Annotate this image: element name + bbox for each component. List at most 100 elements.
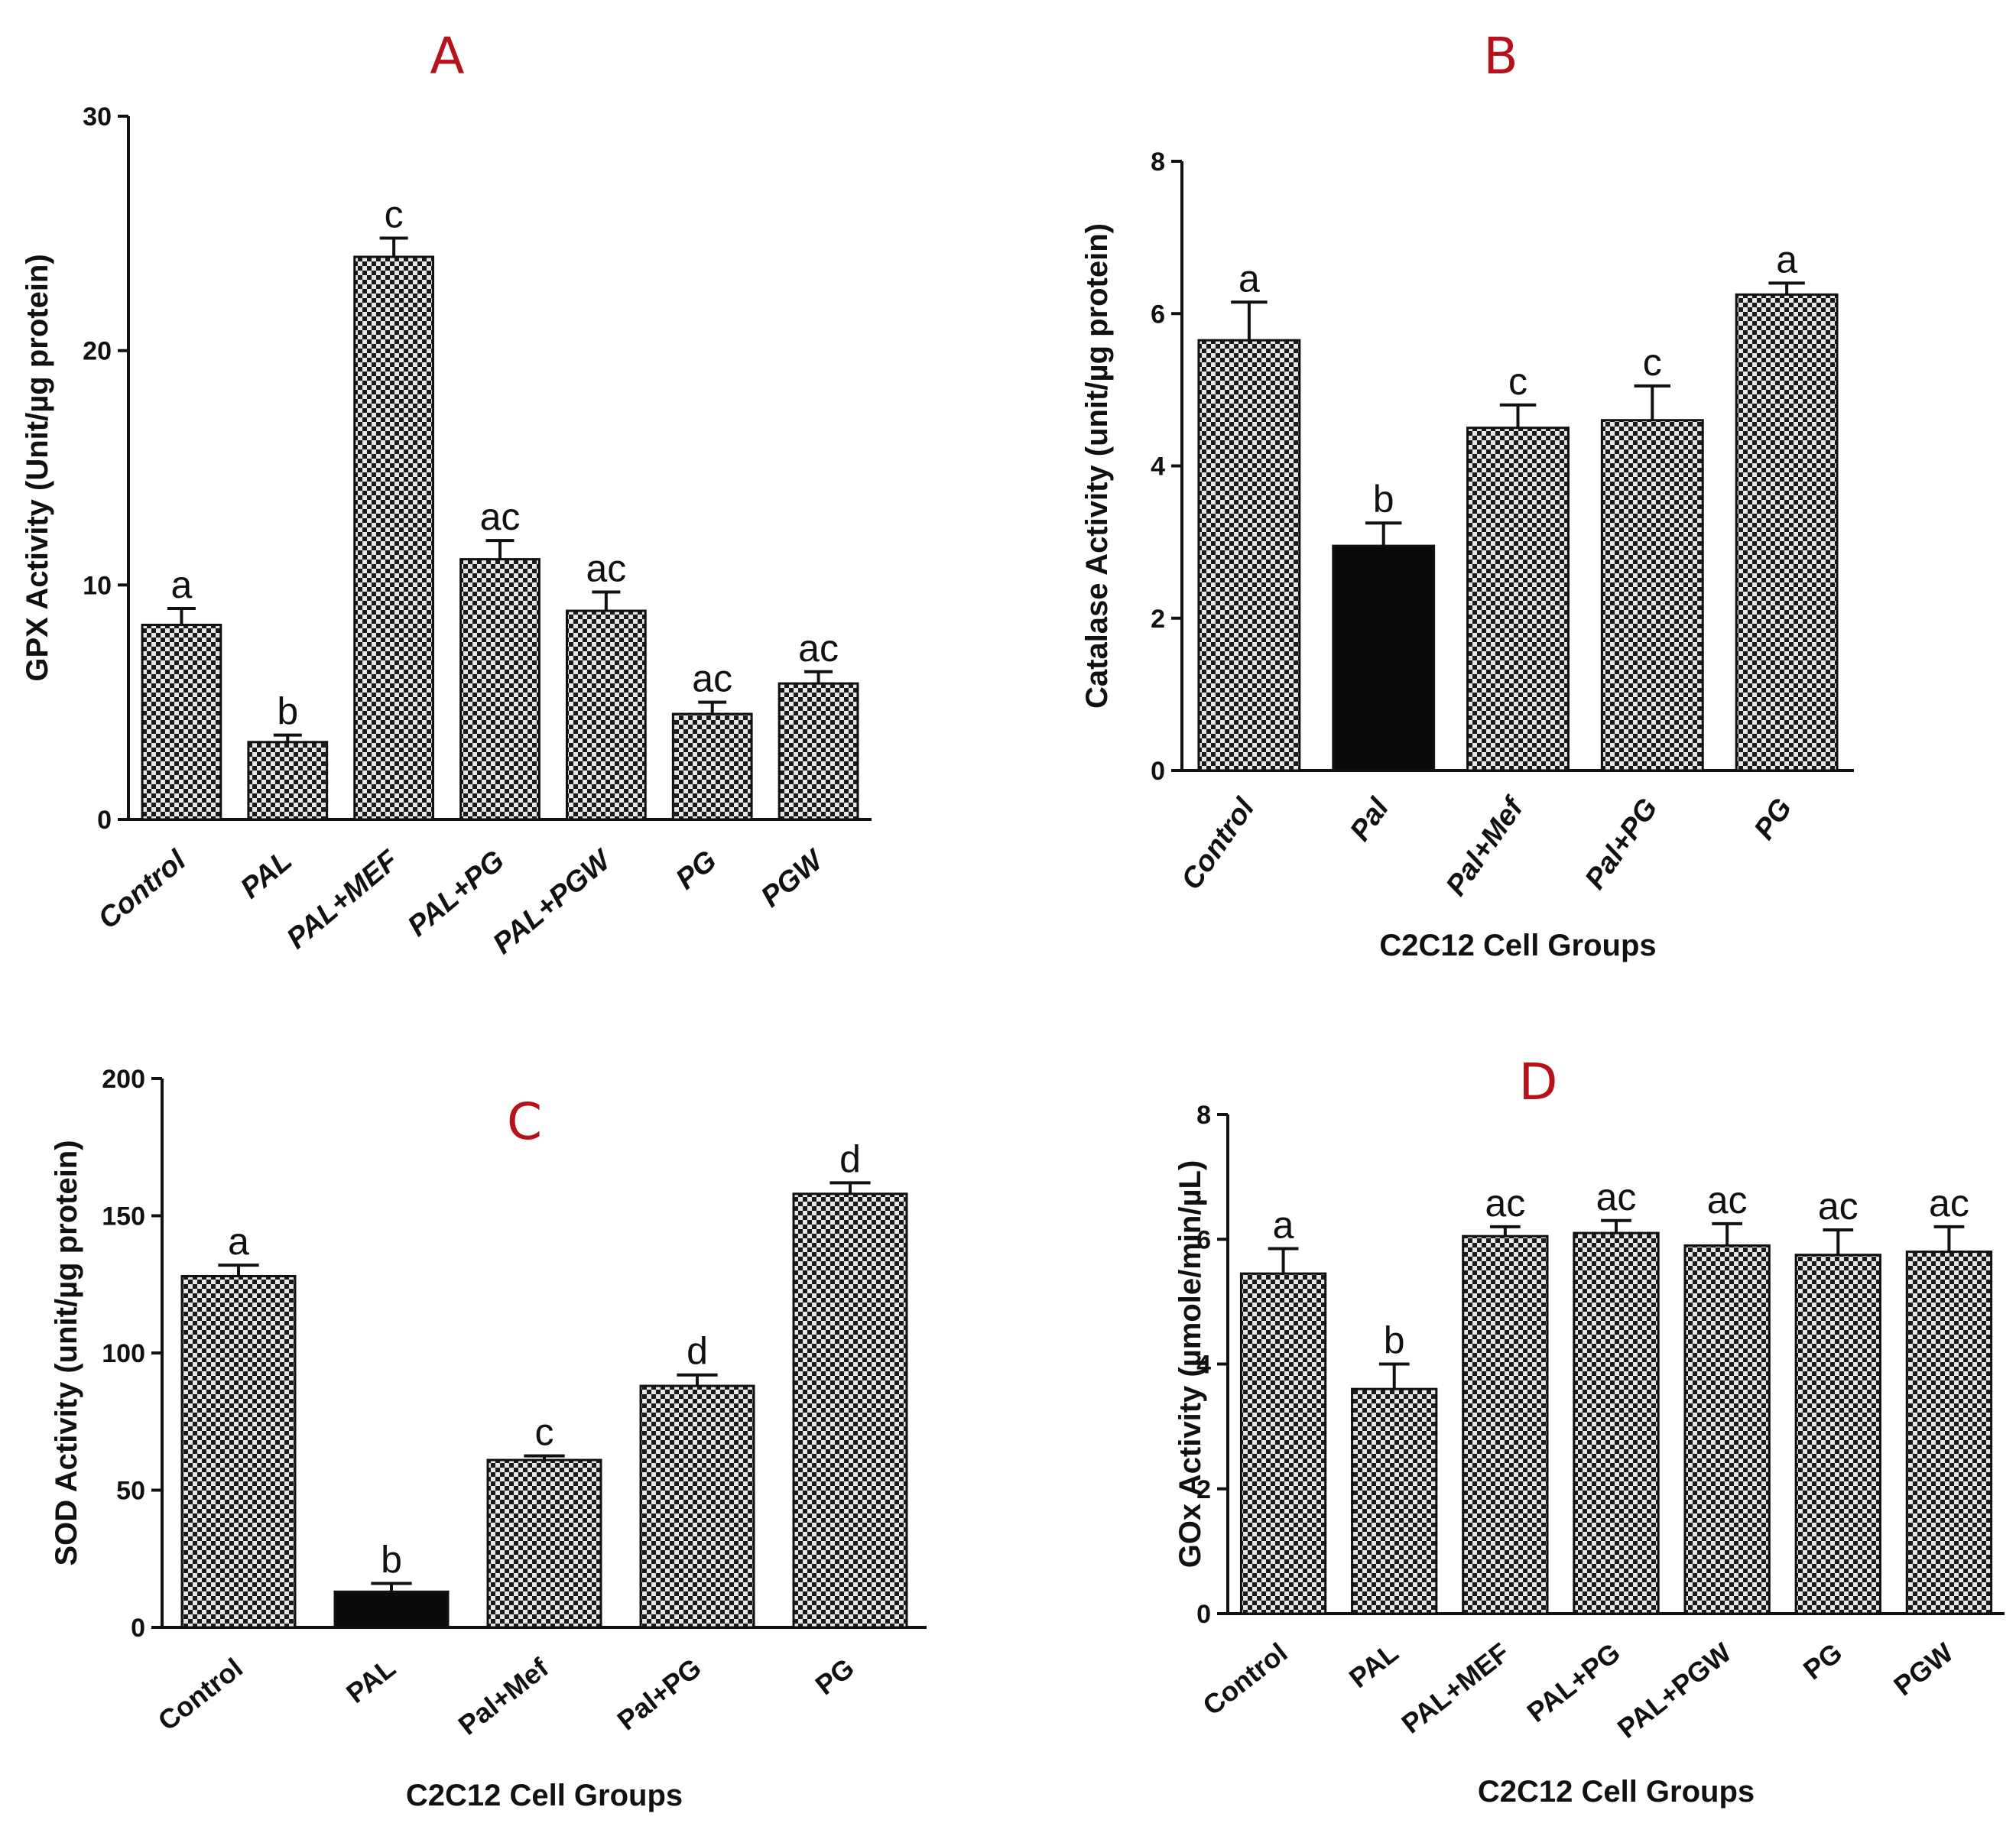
x-tick-label: Pal <box>1344 792 1396 847</box>
x-tick-label: PG <box>810 1652 860 1701</box>
significance-label: a <box>1238 257 1260 300</box>
x-axis-title: C2C12 Cell Groups <box>406 1779 683 1812</box>
bar <box>565 609 647 821</box>
y-tick-label: 4 <box>1196 1351 1211 1380</box>
significance-label: a <box>171 563 193 606</box>
y-tick-label: 0 <box>131 1614 145 1643</box>
significance-label: ac <box>692 657 732 700</box>
x-tick-label: PAL <box>235 845 298 905</box>
significance-label: c <box>385 193 404 235</box>
bar <box>1462 1234 1549 1615</box>
y-tick-label: 0 <box>1151 757 1165 786</box>
chart-panel-b: B 0 2 4 6 8 Catalase Activity (unit/µg protein… <box>1080 27 1854 962</box>
y-tick-label: 200 <box>102 1065 145 1094</box>
x-tick-label: Pal+Mef <box>453 1651 555 1741</box>
significance-label: c <box>1643 341 1662 384</box>
bar <box>353 255 435 821</box>
bar <box>247 741 329 821</box>
y-tick-label: 0 <box>1196 1600 1211 1629</box>
significance-label: a <box>228 1220 249 1263</box>
y-tick-label: 2 <box>1196 1475 1211 1504</box>
y-axis-title: SOD Activity (unit/µg protein) <box>50 1140 83 1565</box>
x-tick-label: PAL+MEF <box>281 844 405 955</box>
bar <box>1466 427 1570 772</box>
bar <box>180 1274 297 1629</box>
x-tick-label: Control <box>152 1652 248 1737</box>
significance-label: ac <box>1485 1182 1525 1225</box>
x-tick-label: PGW <box>1888 1637 1959 1702</box>
y-tick-label: 4 <box>1151 453 1165 482</box>
chart-panel-d: D 0 2 4 6 8 GOx Activity (µmole/min/µL) a Contro… <box>1174 1053 2005 1809</box>
y-tick-label: 2 <box>1151 605 1165 634</box>
x-tick-label: PAL <box>340 1652 401 1709</box>
y-tick-label: 6 <box>1151 300 1165 329</box>
panel-letter: B <box>1483 27 1518 86</box>
x-tick-label: PAL+PG <box>402 845 511 943</box>
significance-label: a <box>1273 1203 1294 1246</box>
x-axis-title: C2C12 Cell Groups <box>1379 929 1656 962</box>
significance-label: ac <box>480 495 521 538</box>
x-tick-label: PGW <box>755 843 831 914</box>
bar <box>1197 339 1301 772</box>
significance-label: b <box>381 1539 402 1582</box>
panel-letter: C <box>507 1092 542 1151</box>
bar <box>333 1590 450 1629</box>
bar <box>1794 1254 1881 1615</box>
significance-label: ac <box>1707 1179 1748 1221</box>
panel-letter: D <box>1519 1053 1558 1111</box>
x-tick-label: Control <box>93 844 193 936</box>
panel-letter: A <box>430 27 464 86</box>
x-tick-label: Pal+PG <box>1579 793 1664 895</box>
significance-label: d <box>687 1330 708 1373</box>
x-tick-label: PAL+MEF <box>1395 1637 1514 1740</box>
x-tick-label: PG <box>1748 793 1799 845</box>
bar <box>639 1384 755 1629</box>
chart-panel-c: C 0 50 100 150 200 SOD Activity (unit/µg prote… <box>50 1065 927 1812</box>
significance-label: b <box>277 690 298 733</box>
bar <box>486 1458 602 1629</box>
significance-label: b <box>1373 478 1394 521</box>
bar <box>1905 1251 1993 1615</box>
x-tick-label: PAL <box>1343 1637 1404 1694</box>
x-tick-label: Control <box>1196 1637 1293 1721</box>
y-tick-label: 10 <box>83 571 112 600</box>
y-axis-title: GOx Activity (µmole/min/µL) <box>1174 1160 1207 1569</box>
bar <box>1573 1231 1660 1615</box>
x-tick-label: PAL+PG <box>1521 1637 1625 1728</box>
bar <box>1239 1272 1327 1615</box>
significance-label: ac <box>798 627 839 670</box>
significance-label: ac <box>1596 1176 1637 1218</box>
significance-label: ac <box>586 547 626 590</box>
x-axis-title: C2C12 Cell Groups <box>1478 1775 1755 1809</box>
y-tick-label: 150 <box>102 1202 145 1231</box>
significance-label: c <box>535 1411 554 1454</box>
bar <box>1600 419 1704 772</box>
bar <box>792 1192 908 1629</box>
y-tick-label: 100 <box>102 1339 145 1368</box>
x-tick-label: PG <box>670 845 722 896</box>
bar <box>1332 544 1436 772</box>
y-tick-label: 0 <box>97 806 112 835</box>
y-axis-title: Catalase Activity (unit/µg protein) <box>1080 223 1114 709</box>
bar <box>671 712 753 821</box>
bar <box>141 623 222 821</box>
bar <box>1735 293 1839 772</box>
bar <box>778 682 859 821</box>
y-tick-label: 20 <box>83 337 112 366</box>
y-tick-label: 6 <box>1196 1225 1211 1254</box>
y-tick-label: 8 <box>1151 148 1165 177</box>
bar <box>1683 1244 1771 1615</box>
significance-label: ac <box>1818 1185 1859 1228</box>
x-tick-label: PAL+PGW <box>1612 1637 1737 1744</box>
chart-panel-a: A 0 10 20 30 GPX Activity (Unit/µg protein) a C… <box>21 27 872 961</box>
bar <box>1351 1387 1438 1615</box>
y-tick-label: 50 <box>116 1477 145 1506</box>
significance-label: a <box>1776 238 1797 281</box>
x-tick-label: Control <box>1175 792 1261 896</box>
significance-label: ac <box>1929 1182 1969 1225</box>
significance-label: d <box>839 1137 861 1180</box>
x-tick-label: Pal+PG <box>612 1652 707 1737</box>
x-tick-label: Pal+Mef <box>1440 790 1531 901</box>
